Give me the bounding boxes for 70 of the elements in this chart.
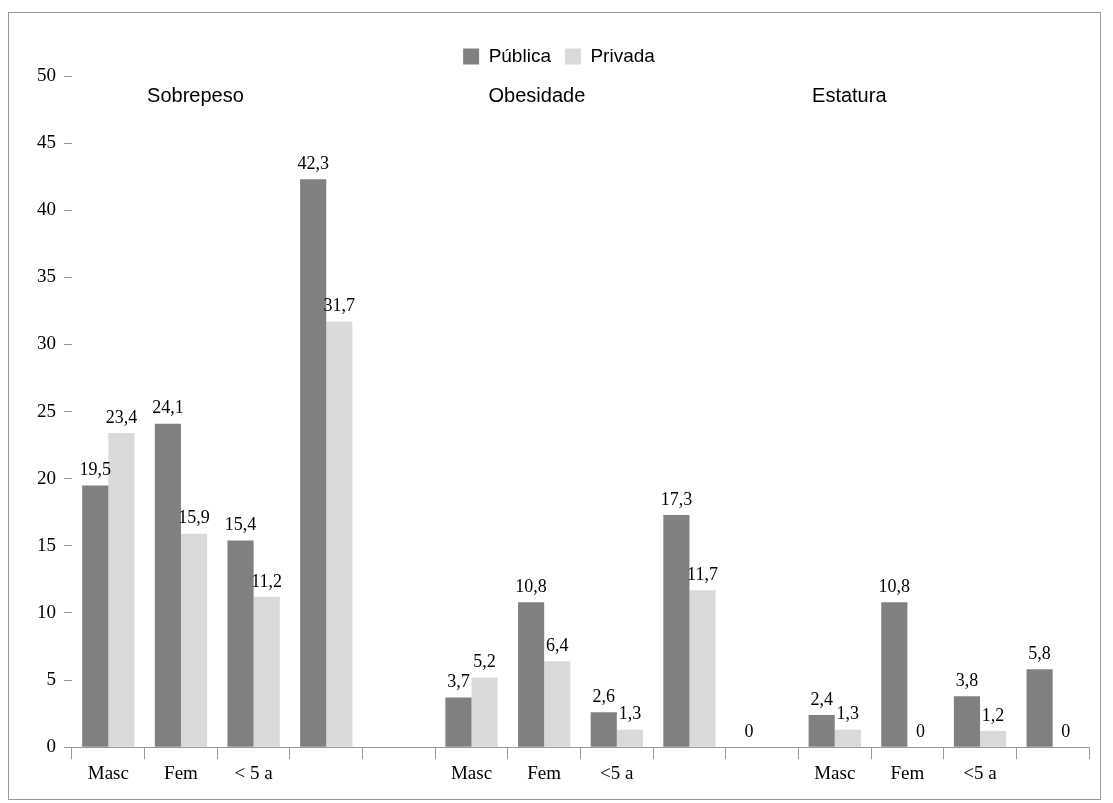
data-label: 10,8 (878, 575, 911, 596)
x-tick-label: Fem (890, 761, 925, 783)
bar (980, 731, 1007, 747)
bar (881, 602, 908, 747)
data-label: 3,8 (955, 669, 979, 690)
y-tick-label: 25 (37, 399, 56, 421)
y-tick-label: 30 (37, 332, 56, 354)
x-tick-label: Masc (814, 761, 856, 783)
bar (590, 712, 617, 747)
bar (808, 714, 835, 747)
data-label: 17,3 (660, 488, 693, 509)
bar (82, 485, 109, 747)
data-label: 0 (915, 720, 925, 741)
data-label: 42,3 (297, 153, 329, 174)
x-tick-label: Masc (87, 761, 129, 783)
data-label: 6,4 (546, 635, 569, 656)
data-label: 0 (744, 720, 754, 741)
bar (544, 661, 571, 747)
x-tick-label: < 5 a (234, 761, 274, 783)
y-tick-label: 20 (37, 466, 56, 488)
x-tick-label: <5 a (963, 761, 998, 783)
bar (180, 533, 208, 747)
data-label: 2,4 (810, 688, 833, 709)
y-tick-label: 35 (37, 265, 56, 287)
x-tick-label: <5 a (600, 761, 635, 783)
bar (616, 729, 643, 747)
data-label: 1,3 (618, 703, 642, 724)
annotation: Sobrepeso (147, 83, 244, 106)
bar (227, 540, 254, 747)
data-label: 15,9 (178, 507, 210, 528)
y-tick-label: 5 (46, 668, 56, 690)
bar (154, 423, 181, 747)
bar (953, 696, 981, 747)
data-label: 5,2 (473, 651, 496, 672)
bar (518, 602, 545, 747)
data-label: 11,2 (251, 570, 283, 591)
bar (326, 321, 353, 747)
data-label: 5,8 (1028, 643, 1051, 664)
x-tick-label: Fem (164, 761, 199, 783)
data-label: 2,6 (592, 686, 615, 707)
data-label: 0 (1061, 720, 1071, 741)
data-label: 10,8 (515, 575, 547, 596)
annotation: Estatura (812, 83, 888, 106)
bar (663, 514, 690, 747)
bar (445, 697, 472, 747)
data-label: 23,4 (105, 406, 138, 427)
bar (834, 729, 861, 747)
legend-label: Privada (590, 44, 656, 66)
x-tick-label: Masc (450, 761, 493, 783)
x-tick-label: Fem (527, 761, 562, 783)
bar (471, 677, 498, 747)
data-label: 19,5 (79, 459, 111, 480)
data-label: 15,4 (224, 514, 257, 535)
data-label: 31,7 (323, 295, 356, 316)
y-tick-label: 15 (37, 533, 56, 555)
y-tick-label: 0 (46, 735, 56, 757)
data-label: 11,7 (687, 563, 718, 584)
y-tick-label: 40 (37, 198, 56, 220)
y-tick-label: 45 (37, 131, 56, 153)
bar (689, 590, 716, 747)
data-label: 1,2 (981, 704, 1005, 725)
data-label: 1,3 (836, 703, 860, 724)
bar (253, 596, 280, 747)
bar (1026, 669, 1053, 747)
y-tick-label: 10 (37, 600, 56, 622)
data-label: 3,7 (447, 671, 470, 692)
y-tick-label: 50 (37, 63, 56, 85)
annotation: Obesidade (488, 83, 586, 106)
data-label: 24,1 (152, 397, 184, 418)
legend-label: Pública (488, 44, 552, 66)
